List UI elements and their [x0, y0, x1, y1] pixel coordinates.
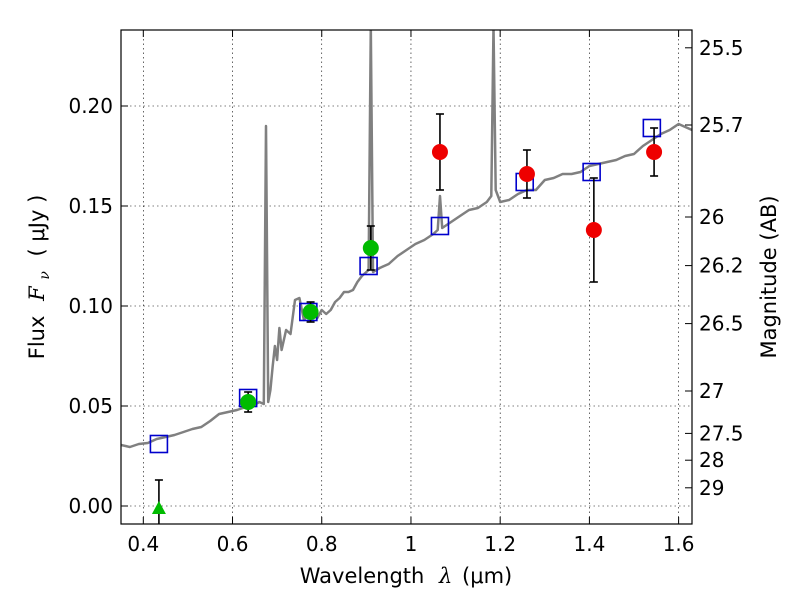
measurement-point [431, 144, 448, 160]
axis-ticks: 0.4 0.6 0.8 1 1.2 1.4 1.6 0.00 0.05 0.10 0.15 0.20 2… [68, 30, 744, 556]
y-tick-label: 0.00 [68, 494, 113, 518]
y2-tick-label: 26 [699, 205, 724, 229]
y-tick-label: 0.15 [68, 194, 113, 218]
x-axis-title-prefix: Wavelength [300, 564, 425, 588]
x-tick-label: 0.4 [127, 532, 159, 556]
x-axis-title-unit: (μm) [462, 564, 512, 588]
x-axis-title: Wavelength λ (μm) [300, 564, 512, 588]
y-axis-title: Flux F ν ( μJy ) [25, 195, 54, 360]
y-tick-label: 0.05 [68, 394, 113, 418]
x-axis-title-symbol: λ [438, 564, 452, 588]
x-tick-label: 0.6 [217, 532, 249, 556]
plot-frame [120, 29, 693, 525]
y2-axis-title: Magnitude (AB) [757, 195, 781, 358]
y-axis-title-subscript: ν [37, 271, 53, 280]
grid [121, 30, 692, 524]
y-tick-label: 0.10 [68, 294, 113, 318]
y2-tick-label: 25.7 [699, 113, 744, 137]
measurement-point [240, 394, 257, 410]
model-spectrum [121, 30, 692, 449]
x-tick-label: 1.6 [663, 532, 695, 556]
model-square-marker [359, 256, 378, 276]
measurement-point [585, 222, 602, 238]
y-axis-title-prefix: Flux [25, 316, 49, 360]
x-tick-label: 1 [405, 532, 418, 556]
upper-limit-triangle [151, 501, 166, 514]
x-tick-label: 1.4 [573, 532, 605, 556]
measurement-point [362, 240, 379, 256]
y-axis-title-symbol: F [25, 285, 49, 302]
measurement-point [646, 144, 663, 160]
y2-tick-label: 27 [699, 379, 724, 403]
model-square-marker [582, 162, 601, 182]
measurement-point [518, 166, 535, 182]
y-tick-label: 0.20 [68, 94, 113, 118]
model-square-marker [430, 216, 450, 236]
y2-tick-label: 26.2 [699, 254, 744, 278]
photometry-markers [149, 113, 663, 524]
model-square-marker [642, 118, 662, 138]
y2-tick-label: 29 [699, 476, 724, 500]
y-axis-title-unit: ( μJy ) [25, 195, 49, 257]
y2-tick-label: 27.5 [699, 421, 744, 445]
x-tick-label: 1.2 [484, 532, 516, 556]
y2-tick-label: 26.5 [699, 312, 744, 336]
y2-tick-label: 28 [699, 448, 724, 472]
measurement-point [302, 304, 319, 320]
model-square-marker [149, 434, 169, 454]
spectrum-line [121, 30, 692, 449]
y2-tick-label: 25.5 [699, 36, 744, 60]
x-tick-label: 0.8 [306, 532, 338, 556]
